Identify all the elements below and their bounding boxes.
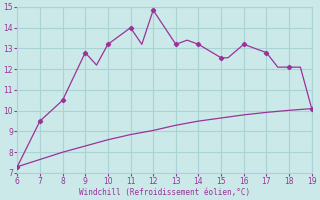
X-axis label: Windchill (Refroidissement éolien,°C): Windchill (Refroidissement éolien,°C) — [79, 188, 250, 197]
